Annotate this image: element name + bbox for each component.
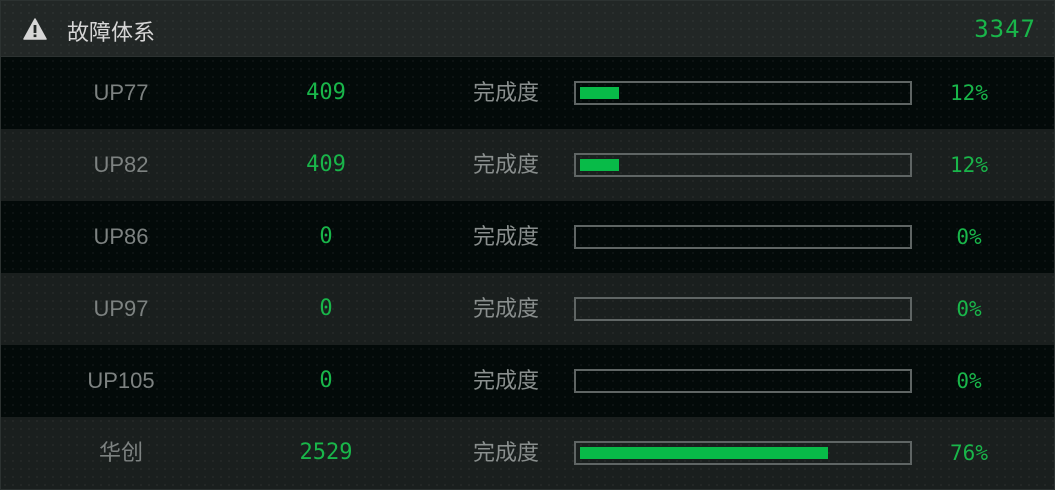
table-row: UP77 409 完成度 12% [1,57,1054,129]
panel-header: 故障体系 3347 [1,1,1054,57]
panel-title: 故障体系 [67,20,156,45]
completion-label: 完成度 [472,440,539,465]
completion-percent: 0% [956,225,982,249]
warning-icon [23,18,47,40]
completion-percent: 12% [950,81,988,105]
completion-label: 完成度 [472,224,539,249]
system-name: UP77 [93,80,149,105]
fault-count: 0 [319,296,333,321]
table-row: UP97 0 完成度 0% [1,273,1054,345]
fault-count: 0 [319,224,333,249]
completion-label: 完成度 [472,80,539,105]
completion-label: 完成度 [472,152,539,177]
table-row: UP82 409 完成度 12% [1,129,1054,201]
completion-percent: 0% [956,297,982,321]
fault-count: 0 [319,368,333,393]
progress-bar [574,297,912,321]
total-count: 3347 [974,15,1036,43]
completion-label: 完成度 [472,296,539,321]
fault-count: 409 [306,152,346,177]
completion-percent: 76% [950,441,988,465]
progress-bar [574,153,912,177]
table-row: UP86 0 完成度 0% [1,201,1054,273]
progress-fill [580,87,620,99]
progress-fill [580,159,620,171]
completion-percent: 12% [950,153,988,177]
system-name: UP105 [87,368,155,393]
fault-count: 409 [306,80,346,105]
fault-count: 2529 [299,440,353,465]
completion-percent: 0% [956,369,982,393]
progress-bar [574,81,912,105]
completion-label: 完成度 [472,368,539,393]
system-name: UP97 [93,296,149,321]
table-row: UP105 0 完成度 0% [1,345,1054,417]
system-name: UP86 [93,224,149,249]
progress-bar [574,225,912,249]
progress-fill [580,447,828,459]
system-name: 华创 [98,440,143,465]
table-row: 华创 2529 完成度 76% [1,417,1054,489]
progress-bar [574,441,912,465]
system-name: UP82 [93,152,149,177]
progress-bar [574,369,912,393]
